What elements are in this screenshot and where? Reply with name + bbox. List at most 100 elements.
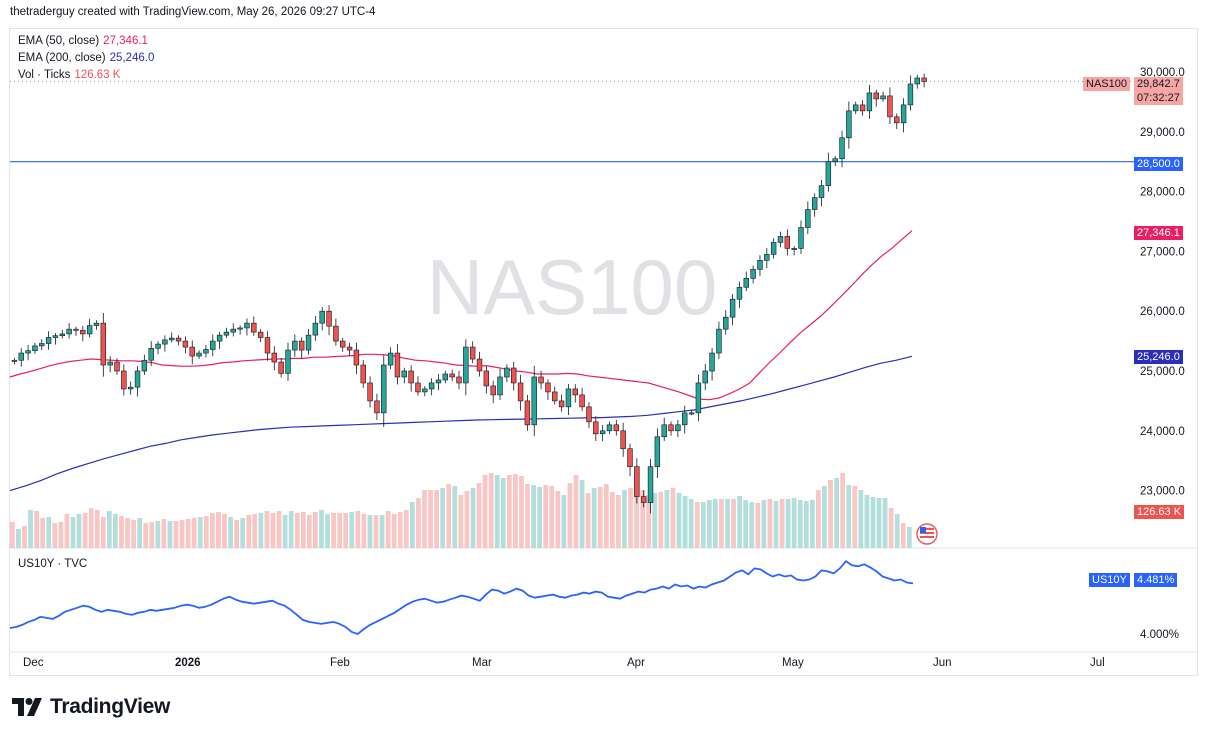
brand-name: TradingView xyxy=(50,695,171,718)
volume-bar xyxy=(725,499,730,548)
volume-bar xyxy=(264,511,270,548)
candle xyxy=(387,347,394,370)
time-axis-tick: May xyxy=(782,657,804,669)
volume-bar xyxy=(791,498,797,548)
legend-volume-label: Vol · Ticks xyxy=(18,69,71,81)
volume-bar xyxy=(446,484,452,548)
volume-bar xyxy=(258,513,264,548)
volume-bar xyxy=(373,515,379,548)
volume-bar xyxy=(767,499,773,548)
volume-bar xyxy=(525,484,530,548)
tradingview-logo[interactable]: TradingView xyxy=(12,695,170,719)
candle xyxy=(620,422,626,457)
symbol-watermark: NAS100 xyxy=(427,243,718,331)
volume-bar xyxy=(70,517,76,548)
volume-bar xyxy=(58,522,64,548)
volume-bar xyxy=(513,474,518,548)
candle xyxy=(203,345,209,358)
candle xyxy=(114,358,120,375)
legend-ema50-label: EMA (50, close) xyxy=(18,35,100,47)
volume-bar xyxy=(137,518,143,548)
volume-bar xyxy=(906,527,912,548)
candle xyxy=(469,341,476,364)
candle xyxy=(134,366,141,397)
time-axis-tick: 2026 xyxy=(175,657,201,669)
volume-bar xyxy=(713,499,718,548)
volume-bar xyxy=(34,511,40,548)
flag-icon[interactable] xyxy=(916,523,938,545)
volume-bar xyxy=(876,498,882,548)
volume-bar xyxy=(367,515,373,548)
volume-bar xyxy=(506,475,512,548)
candle xyxy=(52,333,59,345)
volume-bar xyxy=(325,514,330,548)
volume-bar xyxy=(64,514,70,548)
candle xyxy=(511,361,517,391)
candle xyxy=(230,323,236,337)
candle xyxy=(552,386,558,405)
volume-bar xyxy=(646,495,652,548)
volume-bar xyxy=(46,517,52,548)
volume-bar xyxy=(737,496,743,548)
volume-bar xyxy=(828,480,833,548)
volume-bar xyxy=(694,502,700,548)
candle xyxy=(490,380,496,404)
volume-bar xyxy=(470,488,476,548)
chart-attribution: thetraderguy created with TradingView.co… xyxy=(10,6,376,18)
volume-bar xyxy=(40,518,46,548)
candle xyxy=(853,101,859,115)
candle xyxy=(463,339,469,396)
candle xyxy=(825,152,832,192)
candle xyxy=(442,370,449,384)
volume-bar xyxy=(803,501,809,548)
volume-bar xyxy=(652,493,658,548)
candle xyxy=(312,315,319,341)
volume-bar xyxy=(10,522,15,548)
legend-us10y-label: US10Y · TVC xyxy=(18,558,88,570)
symbol-name-tag: NAS100 xyxy=(1083,77,1130,91)
legend-volume[interactable]: Vol · Ticks 126.63 K xyxy=(18,69,120,81)
volume-bar xyxy=(452,486,458,548)
volume-bar xyxy=(840,473,846,548)
candle xyxy=(777,231,784,248)
candle xyxy=(695,374,702,422)
candle xyxy=(593,416,599,441)
legend-ema50[interactable]: EMA (50, close) 27,346.1 xyxy=(18,35,148,47)
candle xyxy=(579,387,585,412)
volume-bar xyxy=(591,488,597,548)
volume-bar xyxy=(22,526,27,548)
candle xyxy=(11,357,18,365)
volume-bar xyxy=(858,490,864,548)
candle xyxy=(340,337,346,352)
candle xyxy=(572,384,578,403)
candle xyxy=(25,344,31,361)
candle xyxy=(244,318,250,336)
candle xyxy=(264,331,271,361)
candle xyxy=(887,87,893,124)
volume-bar xyxy=(240,518,246,548)
volume-bar xyxy=(464,491,470,548)
volume-bar xyxy=(149,522,155,548)
volume-bar xyxy=(319,510,324,548)
volume-bar xyxy=(561,495,567,548)
candle xyxy=(346,342,353,356)
volume-bar xyxy=(755,503,761,548)
legend-ema200[interactable]: EMA (200, close) 25,246.0 xyxy=(18,52,154,64)
candle xyxy=(798,220,804,254)
candle xyxy=(846,101,852,149)
volume-bar xyxy=(191,518,197,548)
us10y-path xyxy=(9,560,914,636)
time-axis-tick: Apr xyxy=(627,657,645,669)
volume-bar xyxy=(634,487,639,548)
price-axis[interactable]: 30,000.0 29,000.0 28,000.0 27,000.0 26,000.0… xyxy=(1140,67,1185,498)
volume-bar xyxy=(82,513,88,548)
time-axis[interactable]: Dec 2026 Feb Mar Apr May Jun Jul xyxy=(23,657,1105,669)
candle xyxy=(517,374,524,411)
volume-bar xyxy=(125,518,130,548)
candle xyxy=(353,342,360,375)
legend-us10y[interactable]: US10Y · TVC xyxy=(18,558,87,570)
candle xyxy=(647,458,654,514)
candle xyxy=(524,394,531,431)
volume-bar xyxy=(270,513,276,548)
